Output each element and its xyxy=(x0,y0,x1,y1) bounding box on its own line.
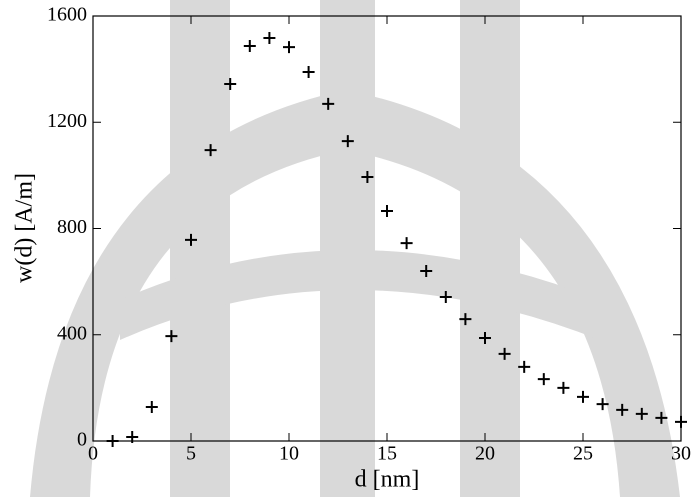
data-point xyxy=(145,401,158,413)
watermark-bar xyxy=(320,0,375,497)
data-point xyxy=(126,431,139,444)
data-point xyxy=(577,390,589,403)
data-point xyxy=(616,403,629,416)
x-tick-label: 20 xyxy=(475,443,495,465)
data-point xyxy=(185,233,197,246)
data-point xyxy=(165,330,178,343)
data-point xyxy=(263,32,276,45)
data-point xyxy=(283,41,295,54)
y-tick-label: 1600 xyxy=(47,4,87,26)
watermark-bar xyxy=(170,0,230,497)
data-point xyxy=(479,331,491,344)
data-point xyxy=(361,170,374,183)
data-point xyxy=(537,373,550,386)
y-tick-label: 400 xyxy=(57,322,87,344)
y-tick-label: 0 xyxy=(77,429,87,451)
x-tick-label: 25 xyxy=(573,443,593,465)
x-tick-label: 10 xyxy=(279,443,299,465)
data-point xyxy=(204,144,217,157)
watermark xyxy=(30,0,680,497)
data-point xyxy=(635,407,648,420)
y-axis-title: w(d) [A/m] xyxy=(12,173,38,283)
data-point xyxy=(341,135,354,148)
watermark-bar xyxy=(460,0,520,497)
y-tick-label: 1200 xyxy=(47,110,87,132)
x-axis-title: d [nm] xyxy=(355,467,420,493)
data-point xyxy=(459,313,472,326)
data-point xyxy=(518,360,531,373)
x-tick-label: 5 xyxy=(186,443,196,465)
data-point xyxy=(498,347,511,360)
data-point xyxy=(322,97,335,110)
y-tick-label: 800 xyxy=(57,216,87,238)
data-point xyxy=(439,291,452,304)
data-point xyxy=(420,265,433,277)
watermark-band xyxy=(120,250,600,340)
x-tick-label: 0 xyxy=(88,443,98,465)
data-point xyxy=(381,204,393,217)
data-point xyxy=(557,381,570,394)
data-point xyxy=(302,66,315,79)
data-point xyxy=(400,237,413,250)
data-point xyxy=(224,78,237,90)
x-tick-label: 30 xyxy=(671,443,691,465)
data-point xyxy=(106,435,119,447)
x-tick-label: 15 xyxy=(377,443,397,465)
data-point xyxy=(596,398,609,411)
data-point xyxy=(675,415,687,428)
data-point xyxy=(243,40,256,53)
data-point xyxy=(655,411,668,424)
